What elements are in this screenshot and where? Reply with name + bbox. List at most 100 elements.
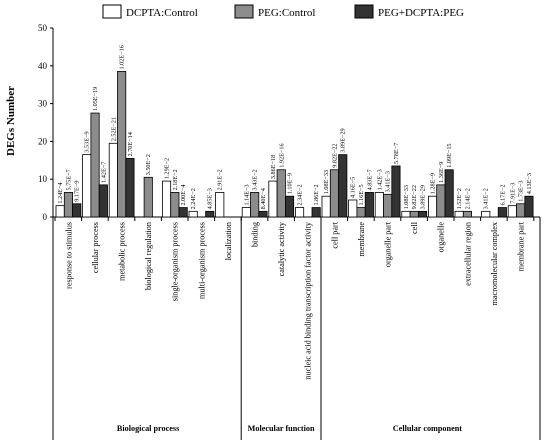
- bar-12-0: [374, 192, 384, 218]
- bar-9-2: [311, 207, 321, 218]
- bar-14-1: [436, 184, 446, 218]
- bar-10-2: [338, 154, 348, 218]
- bar-1-2: [98, 184, 108, 218]
- legend-label-2: PEG+DCPTA:PEG: [378, 7, 464, 19]
- bar-label-8-1: 1.92E−16: [278, 143, 285, 167]
- bar-label-10-2: 3.89E−29: [340, 128, 347, 152]
- bar-5-0: [188, 210, 198, 218]
- bar-8-1: [276, 169, 286, 218]
- bar-1-1: [90, 112, 100, 218]
- bar-label-15-1: 2.14E−2: [464, 188, 471, 209]
- bar-11-2: [364, 192, 374, 218]
- legend-swatch-2: [354, 4, 374, 19]
- bar-6-0: [215, 192, 225, 218]
- bar-label-14-0: 1.28E−9: [430, 173, 437, 194]
- bar-label-3-1: 3.50E−2: [145, 154, 152, 175]
- x-tick-label-13: cell: [410, 221, 419, 234]
- legend-swatch-1: [234, 4, 254, 19]
- bar-17-2: [524, 195, 534, 218]
- bar-label-1-1: 1.05E−19: [92, 87, 99, 111]
- bar-13-0: [401, 210, 411, 218]
- x-tick-label-3: biological regulation: [144, 222, 153, 290]
- x-tick-label-0: response to stimulus: [64, 222, 73, 289]
- bar-12-1: [383, 193, 393, 218]
- x-tick-label-5: multi-organism process: [197, 222, 206, 299]
- x-tick-label-9: nucleic acid binding transcription facto…: [304, 221, 313, 379]
- bar-0-1: [63, 192, 74, 218]
- bar-8-0: [268, 180, 278, 218]
- bar-label-8-2: 1.10E−9: [287, 173, 294, 194]
- bar-2-2: [125, 158, 135, 218]
- y-tick-label-3: 30: [38, 99, 48, 109]
- bar-label-0-1: 5.75E−7: [65, 169, 72, 190]
- bar-5-2: [205, 210, 215, 218]
- bar-label-2-2: 2.70E−14: [127, 132, 134, 156]
- bar-8-2: [284, 195, 295, 218]
- bar-label-4-2: 2.00E−4: [180, 184, 187, 205]
- bar-label-8-0: 3.86E−18: [270, 155, 277, 179]
- bar-7-2: [258, 210, 268, 218]
- bar-16-2: [497, 207, 507, 218]
- x-tick-label-6: localization: [224, 222, 233, 260]
- legend-label-1: PEG:Control: [258, 7, 315, 19]
- bar-7-0: [241, 207, 251, 218]
- bar-0-2: [72, 203, 82, 218]
- bar-1-0: [82, 154, 92, 218]
- x-tick-label-17: membrane part: [517, 221, 526, 271]
- bar-12-2: [391, 165, 401, 218]
- y-tick-label-2: 20: [38, 136, 48, 146]
- bar-label-5-2: 4.85E−3: [207, 188, 214, 209]
- bar-label-7-1: 3.43E−2: [252, 169, 259, 190]
- bar-label-16-0: 3.41E−2: [483, 188, 490, 209]
- bar-13-1: [409, 210, 419, 218]
- bar-label-5-0: 2.24E−2: [190, 188, 197, 209]
- x-tick-label-16: macromolecular complex: [490, 222, 499, 305]
- bar-17-1: [516, 203, 526, 218]
- bar-label-17-2: 4.13E−3: [526, 173, 533, 194]
- bar-label-10-1: 9.82E−22: [331, 143, 338, 167]
- x-tick-label-4: single-organism process: [171, 222, 180, 301]
- y-tick-label-5: 50: [38, 23, 48, 33]
- bar-label-12-2: 5.78E−7: [393, 143, 400, 164]
- bar-17-0: [507, 205, 517, 218]
- bar-2-0: [108, 142, 118, 218]
- bar-label-7-2: 8.40E−4: [260, 188, 267, 209]
- bar-label-1-2: 1.42E−7: [100, 162, 107, 183]
- bar-14-2: [444, 169, 454, 218]
- bar-label-0-0: 1.24E−4: [57, 182, 64, 203]
- bar-labels: 1.24E−45.75E−79.17E−9 3.53E−9 1.05E−19 1.42…: [57, 45, 533, 209]
- bar-label-14-2: 1.09E−15: [446, 143, 453, 167]
- x-tick-label-8: catalytic activity: [277, 221, 286, 276]
- bar-14-0: [427, 195, 438, 218]
- y-tick-label-4: 40: [38, 61, 48, 71]
- bar-label-12-0: 1.42E−3: [376, 169, 383, 190]
- bar-9-0: [294, 207, 305, 218]
- bar-label-11-1: 1.16E−5: [358, 184, 365, 205]
- bar-4-2: [178, 207, 188, 218]
- bar-13-2: [417, 210, 428, 218]
- x-tick-label-7: binding: [251, 222, 260, 247]
- legend-swatch-0: [102, 4, 122, 19]
- bar-label-15-0: 1.52E−2: [456, 188, 463, 209]
- bar-label-11-2: 4.83E−7: [366, 169, 373, 190]
- bar-label-2-1: 1.02E−16: [119, 45, 126, 69]
- group-label-0: Biological process: [117, 424, 179, 433]
- bar-label-1-0: 3.53E−9: [84, 131, 91, 152]
- bar-7-1: [250, 192, 260, 218]
- x-tick-label-15: extracellular region: [463, 222, 472, 286]
- bar-label-16-2: 6.17E−2: [499, 184, 506, 205]
- y-tick-label-1: 10: [38, 174, 48, 184]
- bar-label-13-0: 1.08E−33: [403, 185, 410, 209]
- group-label-2: Cellular component: [393, 424, 462, 433]
- x-tick-label-10: cell part: [330, 221, 339, 248]
- x-tick-label-14: organelle: [437, 222, 446, 253]
- x-tick-label-1: cellular process: [91, 222, 100, 273]
- bar-4-0: [161, 180, 172, 218]
- bar-10-0: [321, 195, 331, 218]
- x-tick-label-11: membrane: [357, 222, 366, 257]
- bar-0-0: [55, 205, 65, 218]
- group-labels: Biological process Molecular function Cell…: [117, 217, 462, 440]
- bar-2-1: [117, 71, 127, 218]
- bar-label-9-2: 1.86E−2: [313, 184, 320, 205]
